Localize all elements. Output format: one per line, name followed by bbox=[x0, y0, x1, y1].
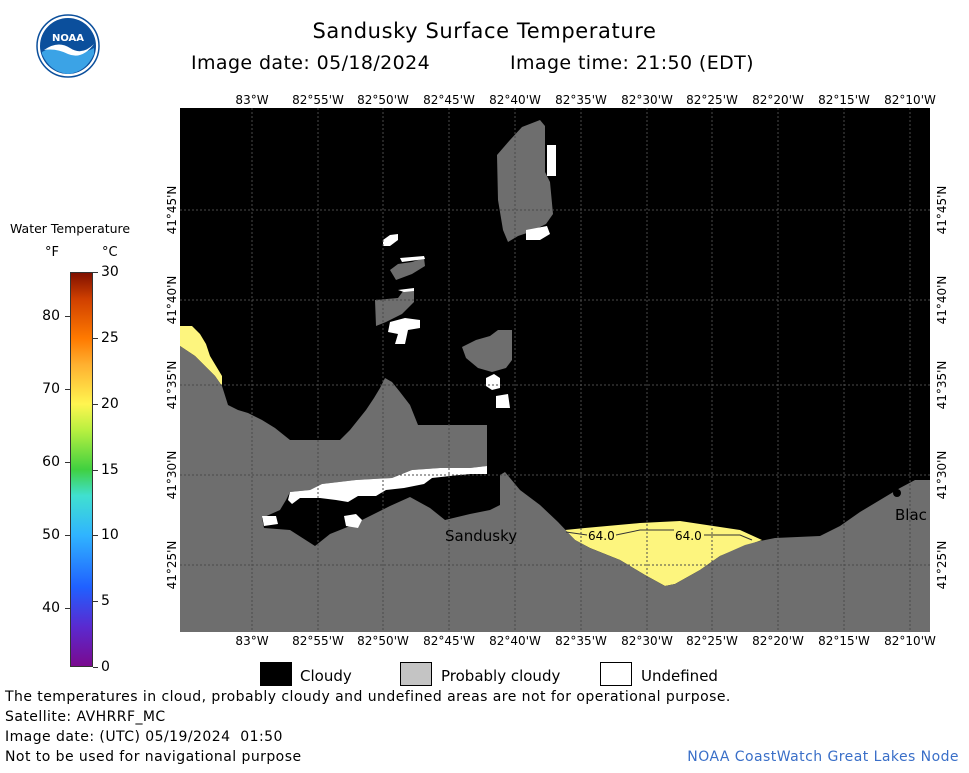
water-temperature-band bbox=[565, 521, 762, 586]
colorbar-label-f: 50 bbox=[42, 527, 60, 544]
lon-label-top: 82°20'W bbox=[752, 93, 804, 107]
lon-label-top: 83°W bbox=[235, 93, 269, 107]
colorbar-label-f: 70 bbox=[42, 381, 60, 398]
colorbar-title: Water Temperature bbox=[10, 221, 131, 236]
colorbar-tick-f bbox=[65, 608, 70, 610]
footer-note: The temperatures in cloud, probably clou… bbox=[5, 689, 731, 705]
legend-label-probably-cloudy: Probably cloudy bbox=[441, 667, 561, 685]
lon-label-top: 82°50'W bbox=[357, 93, 409, 107]
water-temperature-patch-west bbox=[180, 326, 222, 386]
colorbar-tick-c bbox=[93, 403, 98, 405]
lon-label-bottom: 82°35'W bbox=[555, 634, 607, 648]
contour-line bbox=[615, 529, 674, 536]
colorbar-tick-c bbox=[93, 272, 98, 273]
lat-label-right: 41°30'N bbox=[935, 450, 949, 500]
colorbar-tick-c bbox=[93, 667, 98, 668]
legend-swatch-probably-cloudy bbox=[400, 662, 432, 686]
lon-label-top: 82°10'W bbox=[884, 93, 936, 107]
lon-label-top: 82°25'W bbox=[686, 93, 738, 107]
footer-utc-date: Image date: (UTC) 05/19/2024 01:50 bbox=[5, 729, 283, 745]
legend-swatch-undefined bbox=[600, 662, 632, 686]
colorbar-unit-c: °C bbox=[102, 245, 118, 260]
lon-label-top: 82°35'W bbox=[555, 93, 607, 107]
island-small-3 bbox=[462, 330, 512, 372]
colorbar-unit-f: °F bbox=[45, 245, 59, 260]
lat-label-left: 41°35'N bbox=[165, 360, 179, 410]
island-small-1 bbox=[390, 258, 425, 280]
probably-cloudy-land bbox=[180, 346, 930, 632]
lon-label-bottom: 82°30'W bbox=[621, 634, 673, 648]
image-date-local: Image date: 05/18/2024 bbox=[191, 52, 431, 74]
colorbar-tick-c bbox=[93, 535, 98, 537]
colorbar-tick-f bbox=[65, 315, 70, 317]
lat-label-right: 41°35'N bbox=[935, 360, 949, 410]
lon-label-top: 82°40'W bbox=[489, 93, 541, 107]
noaa-logo-text: NOAA bbox=[52, 33, 84, 44]
lon-label-bottom: 82°15'W bbox=[818, 634, 870, 648]
lon-label-bottom: 82°50'W bbox=[357, 634, 409, 648]
lon-label-bottom: 82°25'W bbox=[686, 634, 738, 648]
lat-label-left: 41°45'N bbox=[165, 185, 179, 235]
colorbar-tick-c bbox=[93, 601, 98, 603]
page-title: Sandusky Surface Temperature bbox=[312, 19, 657, 43]
colorbar-tick-c bbox=[93, 469, 98, 471]
footer-credit: NOAA CoastWatch Great Lakes Node bbox=[687, 749, 959, 765]
colorbar-label-c: 30 bbox=[101, 264, 119, 280]
lon-label-top: 82°55'W bbox=[292, 93, 344, 107]
colorbar-label-c: 0 bbox=[101, 659, 110, 675]
noaa-logo: NOAA bbox=[36, 14, 100, 78]
lat-label-left: 41°25'N bbox=[165, 540, 179, 590]
legend-swatch-cloudy bbox=[260, 662, 292, 686]
lon-label-bottom: 82°10'W bbox=[884, 634, 936, 648]
lon-label-top: 82°45'W bbox=[423, 93, 475, 107]
colorbar-tick-f bbox=[65, 535, 70, 537]
lat-label-left: 41°40'N bbox=[165, 275, 179, 325]
temperature-map: 64.0 64.0 Sandusky Blac bbox=[180, 108, 930, 632]
lon-label-bottom: 82°20'W bbox=[752, 634, 804, 648]
graticule bbox=[180, 108, 930, 632]
lat-label-right: 41°40'N bbox=[935, 275, 949, 325]
contour-line bbox=[704, 534, 753, 541]
lon-label-bottom: 82°55'W bbox=[292, 634, 344, 648]
colorbar-tick-c bbox=[93, 337, 98, 339]
colorbar-label-c: 25 bbox=[101, 329, 119, 346]
contour-label: 64.0 bbox=[675, 529, 702, 543]
lat-label-left: 41°30'N bbox=[165, 450, 179, 500]
island-north bbox=[497, 120, 553, 242]
footer-satellite: Satellite: AVHRRF_MC bbox=[5, 709, 166, 725]
lon-label-bottom: 82°45'W bbox=[423, 634, 475, 648]
footer-warning: Not to be used for navigational purpose bbox=[5, 749, 302, 765]
lon-label-bottom: 82°40'W bbox=[489, 634, 541, 648]
colorbar-label-c: 5 bbox=[101, 593, 110, 610]
legend-label-undefined: Undefined bbox=[641, 667, 718, 685]
legend-label-cloudy: Cloudy bbox=[300, 667, 352, 685]
colorbar-label-f: 40 bbox=[42, 600, 60, 617]
colorbar-tick-f bbox=[65, 389, 70, 391]
city-marker bbox=[893, 489, 901, 497]
lat-label-right: 41°25'N bbox=[935, 540, 949, 590]
island-small-2 bbox=[375, 290, 414, 326]
lon-label-bottom: 83°W bbox=[235, 634, 269, 648]
colorbar-label-f: 60 bbox=[42, 454, 60, 471]
colorbar bbox=[70, 272, 93, 667]
colorbar-label-c: 20 bbox=[101, 395, 119, 412]
lon-label-top: 82°30'W bbox=[621, 93, 673, 107]
image-time-local: Image time: 21:50 (EDT) bbox=[510, 52, 754, 74]
colorbar-label-c: 15 bbox=[101, 461, 119, 478]
contour-line bbox=[565, 531, 588, 536]
lon-label-top: 82°15'W bbox=[818, 93, 870, 107]
colorbar-label-c: 10 bbox=[101, 527, 119, 544]
place-label-black: Blac bbox=[895, 506, 927, 524]
colorbar-tick-f bbox=[65, 462, 70, 464]
colorbar-label-f: 80 bbox=[42, 307, 60, 324]
place-label-sandusky: Sandusky bbox=[445, 527, 517, 545]
contour-label: 64.0 bbox=[588, 529, 615, 543]
lat-label-right: 41°45'N bbox=[935, 185, 949, 235]
